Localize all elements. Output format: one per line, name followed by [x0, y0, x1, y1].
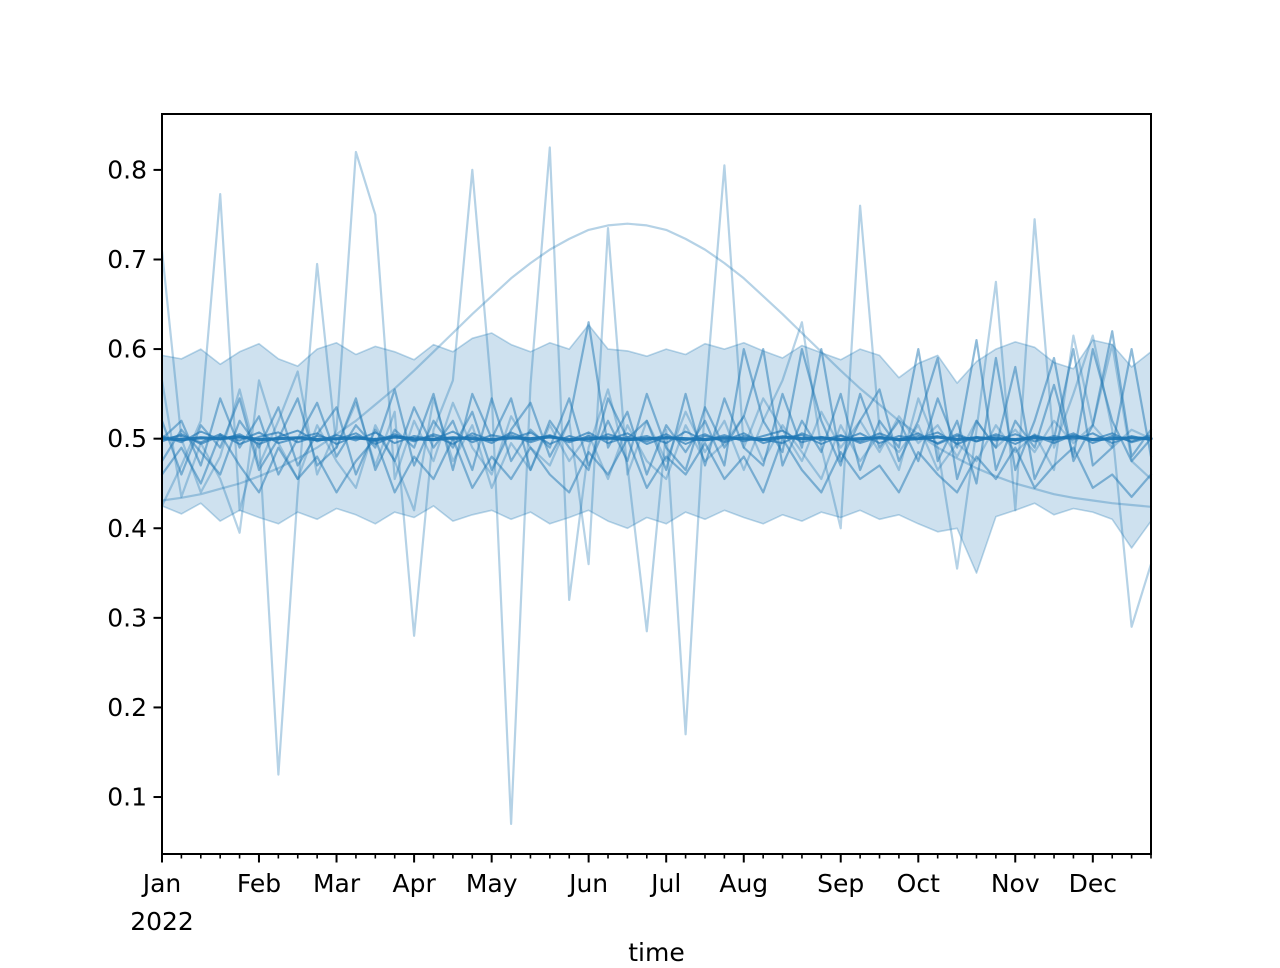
y-tick-label-0.4: 0.4	[107, 514, 147, 543]
plot-border-box	[161, 113, 1152, 855]
plot-border	[161, 113, 1152, 855]
x-tick-label-may: May	[466, 869, 518, 898]
x-tick-label-mar: Mar	[313, 869, 361, 898]
series-ensemble-medium-1	[160, 321, 1153, 476]
x-tick-label-jan: Jan	[141, 869, 182, 898]
x-axis-year-label: 2022	[130, 907, 194, 936]
confidence-band-lower-edge	[161, 502, 1152, 574]
y-tick-label-0.2: 0.2	[107, 693, 147, 722]
series-ensemble-medium-2	[160, 330, 1153, 485]
x-axis-label: time	[628, 938, 685, 967]
series-ensemble-medium-3	[160, 348, 1153, 481]
y-tick-label-0.8: 0.8	[107, 155, 147, 184]
y-tick-label-0.7: 0.7	[107, 245, 147, 274]
x-tick-label-dec: Dec	[1069, 869, 1117, 898]
series-lines	[160, 146, 1153, 826]
x-tick-label-jun: Jun	[567, 869, 608, 898]
x-tick-label-oct: Oct	[897, 869, 940, 898]
x-tick-label-apr: Apr	[392, 869, 436, 898]
x-tick-label-aug: Aug	[719, 869, 768, 898]
y-axis: 0.1 0.2 0.3 0.4 0.5 0.6 0.7 0.8	[107, 155, 162, 812]
x-axis: Jan 2022 Feb Mar Apr May Jun Jul Aug Sep Oct Nov Dec	[130, 854, 1152, 936]
y-tick-label-0.6: 0.6	[107, 335, 147, 364]
x-tick-label-nov: Nov	[991, 869, 1040, 898]
x-tick-label-jul: Jul	[649, 869, 681, 898]
y-tick-label-0.5: 0.5	[107, 424, 147, 453]
series-ensemble-volatile-3	[160, 334, 1153, 534]
y-tick-label-0.3: 0.3	[107, 603, 147, 632]
x-tick-label-feb: Feb	[237, 869, 281, 898]
series-ensemble-mean	[160, 435, 1153, 442]
series-seasonal-smooth	[160, 222, 1153, 508]
y-tick-label-0.1: 0.1	[107, 783, 147, 812]
confidence-band-upper-edge	[161, 324, 1152, 384]
x-tick-label-sep: Sep	[817, 869, 864, 898]
series-ensemble-medium-4	[160, 433, 1153, 498]
